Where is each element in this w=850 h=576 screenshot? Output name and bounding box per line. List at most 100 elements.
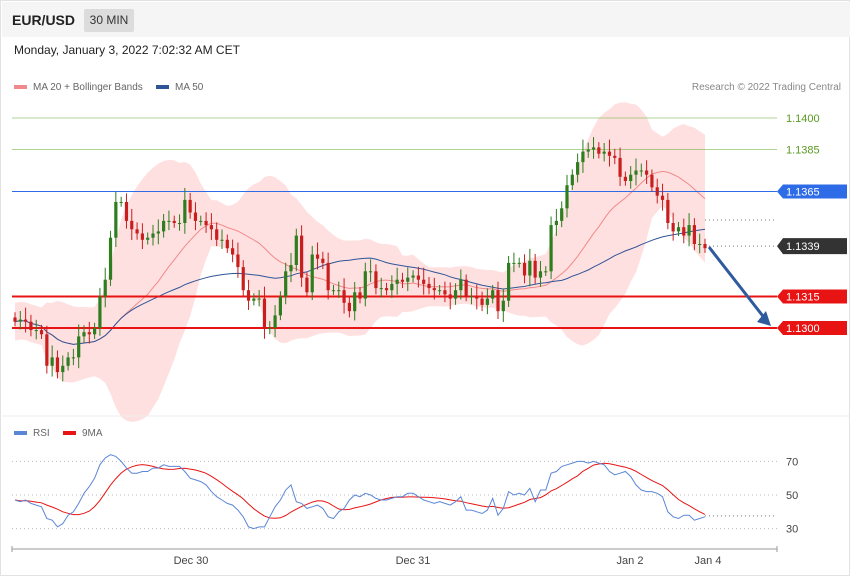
candle	[666, 192, 670, 230]
candle	[374, 264, 378, 295]
candle	[305, 272, 309, 298]
ma50-line	[14, 228, 706, 345]
candle	[252, 293, 256, 306]
candle	[554, 208, 558, 236]
candle	[422, 267, 426, 295]
ma50-legend-label: MA 50	[175, 82, 204, 93]
ma20-legend-label: MA 20 + Bollinger Bands	[33, 82, 143, 93]
rsi-grid: 70 50 30	[12, 456, 798, 536]
forecast-arrow-shaft	[707, 246, 768, 321]
candle	[400, 272, 405, 289]
candle	[602, 142, 606, 162]
rsi-tick-label: 50	[786, 490, 798, 502]
candle	[278, 291, 282, 321]
candle	[416, 266, 420, 288]
last-price-tag	[777, 238, 847, 255]
candle	[135, 222, 139, 240]
candle	[570, 169, 574, 190]
candle	[655, 178, 659, 204]
candle	[698, 233, 702, 254]
candle	[491, 284, 495, 304]
candle	[533, 253, 537, 284]
candle	[438, 284, 442, 295]
candle	[411, 270, 415, 283]
candle	[363, 262, 367, 307]
candle	[215, 222, 219, 247]
candle	[331, 284, 336, 295]
last-price-label: 1.1339	[786, 241, 820, 253]
candle	[300, 225, 304, 287]
candle	[448, 282, 452, 310]
candle	[18, 310, 22, 330]
candle	[692, 218, 696, 251]
rsi-tick-label: 70	[786, 456, 798, 468]
x-tick-label: Jan 4	[695, 555, 722, 567]
candle	[395, 267, 399, 295]
candle	[459, 269, 463, 300]
x-tick-label: Dec 31	[396, 555, 431, 567]
candle	[103, 267, 107, 308]
candle	[544, 266, 548, 277]
candle	[475, 284, 479, 310]
candle	[24, 307, 28, 333]
candle	[358, 287, 362, 304]
candle	[384, 282, 389, 295]
candle	[114, 191, 118, 247]
candle	[390, 275, 394, 298]
candle	[453, 283, 458, 305]
candle	[241, 260, 245, 297]
bollinger-band	[15, 102, 705, 422]
candle	[629, 166, 633, 189]
candle	[660, 183, 665, 211]
support-tag	[777, 321, 847, 335]
candle	[45, 325, 49, 374]
chart-header: EUR/USD 30 MIN	[2, 2, 850, 37]
candle	[565, 174, 569, 218]
candle	[199, 215, 203, 226]
candle	[406, 267, 410, 292]
candle	[342, 278, 346, 314]
x-tick-label: Dec 30	[174, 555, 209, 567]
candle	[464, 274, 468, 302]
candle	[284, 262, 288, 305]
candle	[538, 261, 543, 287]
candle	[369, 259, 373, 283]
candle	[517, 257, 521, 268]
candle	[645, 160, 649, 184]
candle	[586, 142, 590, 158]
candle	[623, 171, 627, 186]
candle	[560, 201, 564, 228]
ma9-legend-swatch	[63, 431, 76, 435]
candle	[13, 312, 17, 327]
candle	[39, 324, 44, 340]
forecast-arrow-head	[757, 311, 771, 326]
timeframe-button[interactable]: 30 MIN	[84, 9, 134, 32]
candle	[193, 202, 198, 231]
candle	[687, 213, 691, 247]
candle	[225, 234, 229, 253]
candle	[108, 230, 113, 286]
candle	[576, 153, 580, 183]
candle	[618, 147, 622, 187]
candle	[496, 281, 500, 319]
candle	[315, 242, 320, 270]
symbol-label: EUR/USD	[12, 12, 76, 28]
candle	[347, 295, 351, 318]
candle	[485, 288, 489, 315]
forecast-arrow	[707, 246, 771, 326]
price-levels: 1.1400 1.1385 1.1365 1.1339 1.1315 1.1300	[12, 113, 847, 335]
rsi-legend-label: RSI	[33, 428, 50, 439]
candle	[581, 139, 585, 173]
candle	[469, 287, 474, 305]
rsi-panel: RSI 9MA	[2, 415, 849, 439]
candle	[29, 314, 33, 337]
candle	[183, 187, 187, 234]
candle	[246, 279, 251, 310]
candle	[93, 322, 97, 340]
candle	[682, 218, 686, 244]
candle	[236, 242, 240, 278]
chart-datetime: Monday, January 3, 2022 7:02:32 AM CET	[14, 43, 240, 57]
candle	[172, 215, 176, 228]
